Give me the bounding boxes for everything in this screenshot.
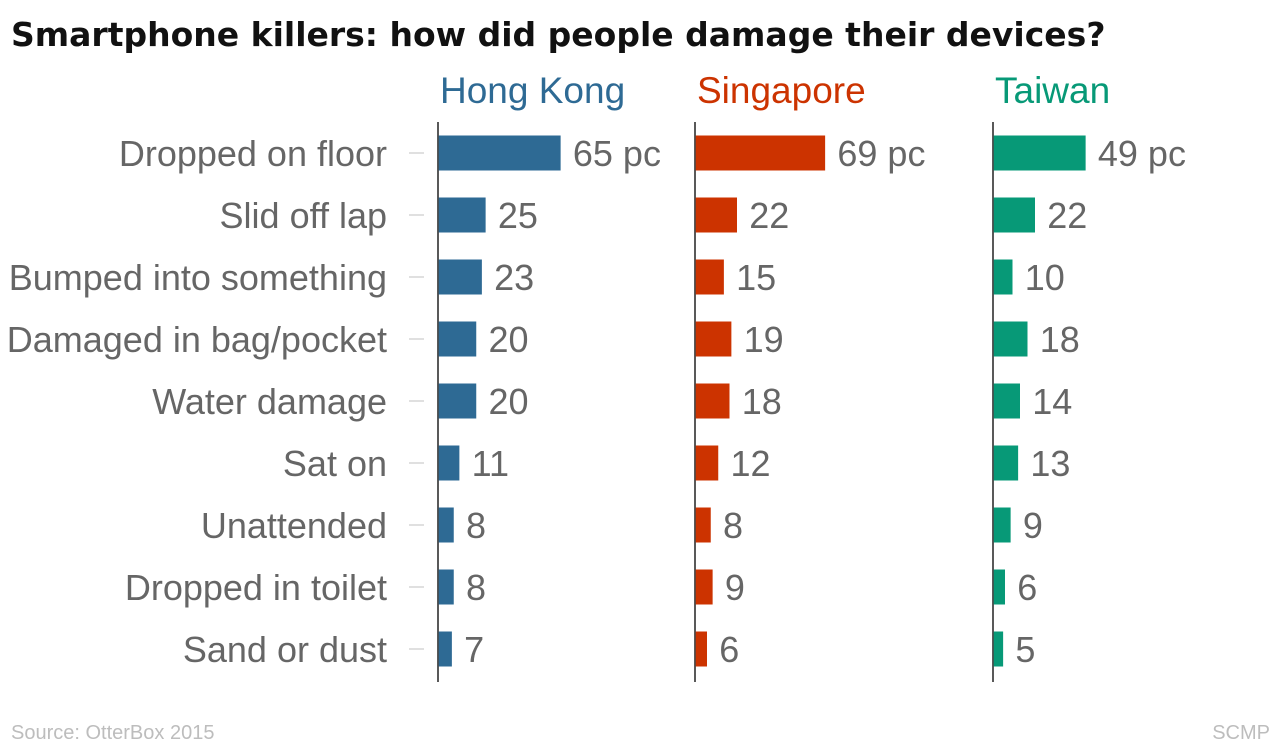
value-label-taiwan-slid-off-lap: 22 (1047, 195, 1087, 236)
value-label-singapore-unattended: 8 (723, 505, 743, 546)
category-label-sat-on: Sat on (283, 443, 387, 484)
bar-hong-kong-dropped-in-toilet (438, 569, 454, 605)
value-label-taiwan-sand-or-dust: 5 (1015, 629, 1035, 670)
bar-hong-kong-damaged-in-bag-pocket (438, 321, 477, 357)
bar-hong-kong-sand-or-dust (438, 631, 452, 667)
bar-hong-kong-bumped-into-something (438, 259, 482, 295)
value-label-hong-kong-dropped-in-toilet: 8 (466, 567, 486, 608)
category-labels: Dropped on floor Slid off lap Bumped into … (7, 133, 424, 670)
bar-taiwan-unattended (993, 507, 1011, 543)
bar-singapore-sat-on (695, 445, 719, 481)
credit-label: SCMP (1212, 722, 1270, 744)
value-label-hong-kong-dropped-on-floor: 65 pc (573, 133, 661, 174)
bar-singapore-dropped-on-floor (695, 135, 826, 171)
bar-singapore-bumped-into-something (695, 259, 724, 295)
bar-hong-kong-water-damage (438, 383, 477, 419)
category-label-water-damage: Water damage (152, 381, 387, 422)
value-label-singapore-bumped-into-something: 15 (736, 257, 776, 298)
panel-hong-kong: Hong Kong 65 pc 25 23 20 20 11 8 8 7 (437, 70, 661, 682)
series-title-taiwan: Taiwan (995, 70, 1110, 111)
value-label-hong-kong-slid-off-lap: 25 (498, 195, 538, 236)
bar-taiwan-dropped-on-floor (993, 135, 1086, 171)
value-label-taiwan-water-damage: 14 (1032, 381, 1072, 422)
chart-title: Smartphone killers: how did people damag… (11, 15, 1105, 54)
bar-singapore-damaged-in-bag-pocket (695, 321, 732, 357)
value-label-taiwan-bumped-into-something: 10 (1025, 257, 1065, 298)
category-label-sand-or-dust: Sand or dust (183, 629, 387, 670)
value-label-singapore-water-damage: 18 (742, 381, 782, 422)
bar-singapore-dropped-in-toilet (695, 569, 713, 605)
category-label-unattended: Unattended (201, 505, 387, 546)
source-note: Source: OtterBox 2015 (11, 722, 214, 744)
category-label-damaged-in-bag-pocket: Damaged in bag/pocket (7, 319, 387, 360)
panel-singapore: Singapore 69 pc 22 15 19 18 12 8 9 6 (694, 70, 925, 682)
value-label-taiwan-damaged-in-bag-pocket: 18 (1040, 319, 1080, 360)
bar-taiwan-damaged-in-bag-pocket (993, 321, 1028, 357)
value-label-singapore-damaged-in-bag-pocket: 19 (744, 319, 784, 360)
value-label-hong-kong-damaged-in-bag-pocket: 20 (489, 319, 529, 360)
panel-taiwan: Taiwan 49 pc 22 10 18 14 13 9 6 5 (992, 70, 1186, 682)
bar-singapore-sand-or-dust (695, 631, 707, 667)
value-label-hong-kong-water-damage: 20 (489, 381, 529, 422)
value-label-singapore-dropped-in-toilet: 9 (725, 567, 745, 608)
value-label-taiwan-dropped-in-toilet: 6 (1017, 567, 1037, 608)
category-label-bumped-into-something: Bumped into something (9, 257, 387, 298)
bar-singapore-unattended (695, 507, 711, 543)
bar-taiwan-sand-or-dust (993, 631, 1004, 667)
value-label-singapore-sat-on: 12 (731, 443, 771, 484)
bar-taiwan-dropped-in-toilet (993, 569, 1005, 605)
value-label-taiwan-unattended: 9 (1023, 505, 1043, 546)
bar-hong-kong-unattended (438, 507, 454, 543)
category-label-slid-off-lap: Slid off lap (220, 195, 387, 236)
category-label-dropped-on-floor: Dropped on floor (119, 133, 387, 174)
bar-taiwan-sat-on (993, 445, 1019, 481)
value-label-taiwan-sat-on: 13 (1030, 443, 1070, 484)
bar-hong-kong-slid-off-lap (438, 197, 486, 233)
value-label-hong-kong-bumped-into-something: 23 (494, 257, 534, 298)
bar-taiwan-bumped-into-something (993, 259, 1013, 295)
category-label-dropped-in-toilet: Dropped in toilet (125, 567, 387, 608)
bar-hong-kong-dropped-on-floor (438, 135, 561, 171)
value-label-singapore-sand-or-dust: 6 (719, 629, 739, 670)
bar-taiwan-water-damage (993, 383, 1020, 419)
value-label-singapore-slid-off-lap: 22 (749, 195, 789, 236)
value-label-hong-kong-unattended: 8 (466, 505, 486, 546)
value-label-taiwan-dropped-on-floor: 49 pc (1098, 133, 1186, 174)
panels: Hong Kong 65 pc 25 23 20 20 11 8 8 7 Singapore 69 p… (437, 70, 1186, 682)
bar-hong-kong-sat-on (438, 445, 460, 481)
bar-singapore-slid-off-lap (695, 197, 737, 233)
bar-singapore-water-damage (695, 383, 730, 419)
value-label-hong-kong-sat-on: 11 (472, 443, 509, 484)
series-title-hong-kong: Hong Kong (440, 70, 625, 111)
series-title-singapore: Singapore (697, 70, 866, 111)
value-label-singapore-dropped-on-floor: 69 pc (837, 133, 925, 174)
bar-taiwan-slid-off-lap (993, 197, 1035, 233)
value-label-hong-kong-sand-or-dust: 7 (464, 629, 484, 670)
